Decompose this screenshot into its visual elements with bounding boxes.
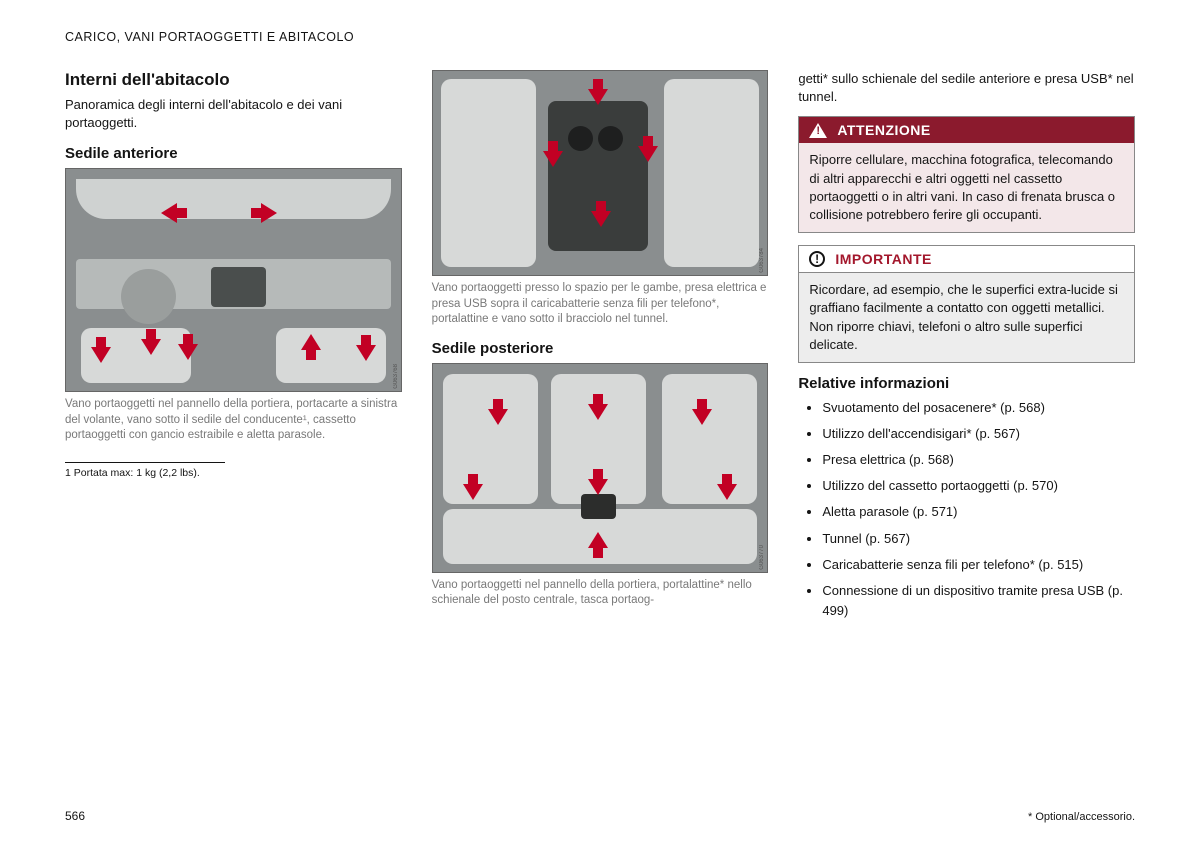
section-rear-seat-heading: Sedile posteriore [432, 340, 769, 357]
caption-tunnel: Vano portaoggetti presso lo spazio per l… [432, 281, 769, 328]
important-box: ! IMPORTANTE Ricordare, ad esempio, che … [798, 245, 1135, 363]
arrow-icon [161, 203, 177, 223]
related-info-heading: Relative informazioni [798, 375, 1135, 392]
arrow-icon [717, 484, 737, 500]
footnote-rule [65, 462, 225, 463]
figure-front-seat: G063768 [65, 168, 402, 392]
arrow-icon [141, 339, 161, 355]
arrow-icon [588, 479, 608, 495]
list-item: Connessione di un dispositivo tramite pr… [822, 581, 1135, 621]
list-item: Utilizzo del cassetto portaoggetti (p. 5… [822, 476, 1135, 496]
column-2: G063784 Vano portaoggetti presso lo spaz… [432, 70, 769, 627]
arrow-icon [178, 344, 198, 360]
arrow-icon [588, 89, 608, 105]
footnote: 1 Portata max: 1 kg (2,2 lbs). [65, 467, 402, 479]
page-number: 566 [65, 809, 85, 823]
important-body: Ricordare, ad esempio, che le superfici … [799, 273, 1134, 362]
important-header: ! IMPORTANTE [799, 246, 1134, 273]
arrow-icon [301, 334, 321, 350]
intro-text: Panoramica degli interni dell'abitacolo … [65, 96, 402, 131]
arrow-icon [591, 211, 611, 227]
caption-front-seat: Vano portaoggetti nel pannello della por… [65, 397, 402, 444]
list-item: Tunnel (p. 567) [822, 529, 1135, 549]
related-info-list: Svuotamento del posacenere* (p. 568) Uti… [798, 398, 1135, 621]
column-1: Interni dell'abitacolo Panoramica degli … [65, 70, 402, 627]
list-item: Caricabatterie senza fili per telefono* … [822, 555, 1135, 575]
arrow-icon [588, 404, 608, 420]
arrow-icon [543, 151, 563, 167]
list-item: Aletta parasole (p. 571) [822, 502, 1135, 522]
caption-continuation: getti* sullo schienale del sedile anteri… [798, 70, 1135, 106]
warning-title: ATTENZIONE [837, 122, 930, 138]
caption-rear-seat: Vano portaoggetti nel pannello della por… [432, 578, 769, 609]
warning-body: Riporre cellulare, macchina fotografica,… [799, 143, 1134, 232]
arrow-icon [261, 203, 277, 223]
arrow-icon [638, 146, 658, 162]
list-item: Utilizzo dell'accendisigari* (p. 567) [822, 424, 1135, 444]
page-title: Interni dell'abitacolo [65, 70, 402, 90]
arrow-icon [488, 409, 508, 425]
figure-id: G063768 [393, 364, 399, 389]
warning-box: ATTENZIONE Riporre cellulare, macchina f… [798, 116, 1135, 233]
accessory-note: * Optional/accessorio. [1028, 811, 1135, 823]
arrow-icon [463, 484, 483, 500]
arrow-icon [91, 347, 111, 363]
breadcrumb: CARICO, VANI PORTAOGGETTI E ABITACOLO [65, 30, 1135, 44]
important-title: IMPORTANTE [835, 251, 932, 267]
list-item: Svuotamento del posacenere* (p. 568) [822, 398, 1135, 418]
figure-id: G063784 [759, 248, 765, 273]
arrow-icon [588, 532, 608, 548]
column-3: getti* sullo schienale del sedile anteri… [798, 70, 1135, 627]
warning-triangle-icon [809, 123, 827, 138]
section-front-seat-heading: Sedile anteriore [65, 145, 402, 162]
content-columns: Interni dell'abitacolo Panoramica degli … [65, 70, 1135, 627]
figure-tunnel: G063784 [432, 70, 769, 276]
figure-id: G063770 [759, 545, 765, 570]
arrow-icon [356, 345, 376, 361]
important-circle-icon: ! [809, 251, 825, 267]
arrow-icon [692, 409, 712, 425]
warning-header: ATTENZIONE [799, 117, 1134, 143]
list-item: Presa elettrica (p. 568) [822, 450, 1135, 470]
figure-rear-seat: G063770 [432, 363, 769, 573]
